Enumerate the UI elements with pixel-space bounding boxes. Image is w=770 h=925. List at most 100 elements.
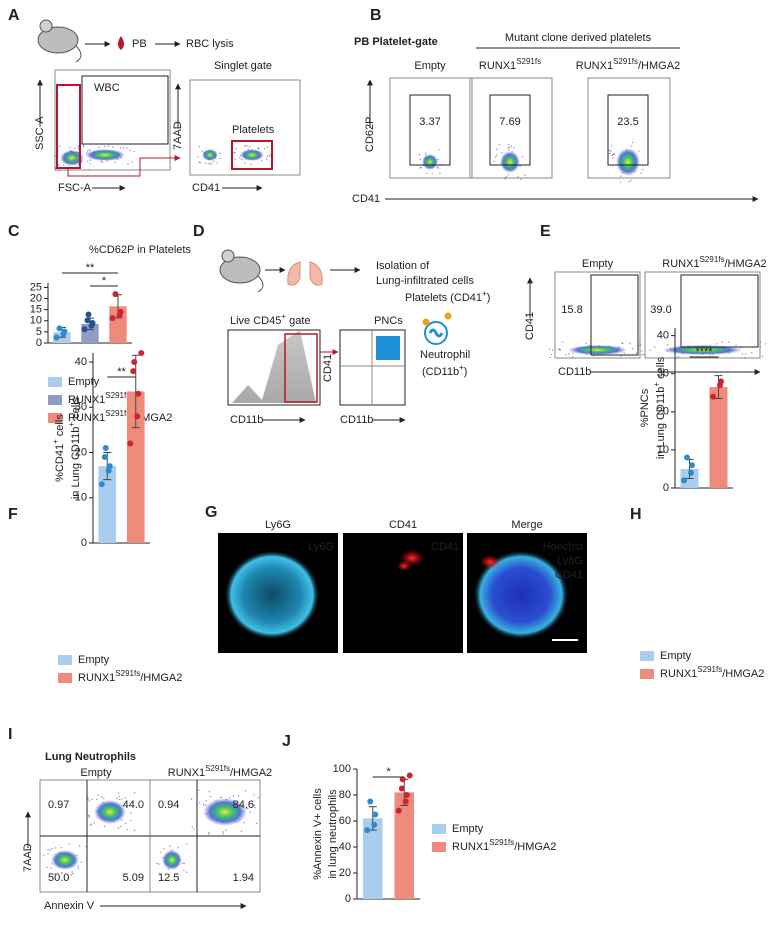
- text-segment: /HMGA2: [140, 672, 182, 684]
- isolation-text: Isolation of: [376, 260, 430, 272]
- y-tick-label: 20: [30, 292, 42, 304]
- event-dot: [72, 159, 75, 161]
- event-dot: [47, 849, 49, 851]
- density-blob: [240, 149, 264, 161]
- event-dot: [623, 352, 625, 354]
- event-dot: [51, 847, 54, 850]
- significance-label: **: [86, 262, 95, 274]
- event-dot: [103, 145, 106, 148]
- data-point: [135, 390, 142, 397]
- mouse-ear: [39, 19, 53, 33]
- event-dot: [642, 353, 645, 356]
- gate-label: Platelets: [232, 124, 275, 136]
- y-tick-label: 0: [663, 482, 669, 494]
- event-dot: [263, 148, 266, 150]
- event-dot: [133, 829, 136, 832]
- event-dot: [47, 853, 49, 855]
- data-point: [372, 811, 379, 818]
- event-dot: [260, 159, 263, 162]
- legend-swatch: [58, 655, 72, 665]
- y-tick-label: 25: [30, 281, 42, 293]
- flow-step: PB: [132, 38, 147, 50]
- event-dot: [58, 169, 61, 172]
- text-segment: RUNX1: [452, 841, 489, 853]
- event-dot: [106, 160, 109, 163]
- text-segment: /HMGA2: [514, 841, 556, 853]
- legend-label: RUNX1S291fs: [68, 391, 130, 406]
- event-dot: [239, 157, 241, 159]
- event-dot: [654, 346, 656, 348]
- panel-letter: H: [630, 506, 642, 523]
- axis-label: CD11b: [230, 414, 263, 426]
- event-dot: [565, 354, 567, 356]
- y-tick-label: 40: [657, 330, 669, 342]
- text-segment: /HMGA2: [725, 258, 767, 270]
- event-dot: [73, 147, 76, 150]
- event-dot: [549, 356, 551, 359]
- legend-swatch: [640, 669, 654, 679]
- data-point: [689, 462, 695, 469]
- data-point: [364, 827, 371, 834]
- gate-value: 15.8: [561, 304, 582, 316]
- event-dot: [112, 146, 114, 148]
- event-dot: [509, 146, 511, 149]
- event-dot: [87, 150, 89, 152]
- event-dot: [243, 162, 246, 164]
- event-dot: [505, 176, 507, 178]
- event-dot: [572, 352, 574, 355]
- event-dot: [53, 155, 56, 157]
- neutrophil-label: (CD11b+): [422, 363, 467, 378]
- flow-plot-frame: [54, 69, 171, 171]
- event-dot: [159, 851, 162, 853]
- panel-letter: G: [205, 504, 217, 521]
- channel-label: Ly6G: [308, 541, 334, 553]
- event-dot: [436, 166, 439, 169]
- event-dot: [498, 143, 501, 146]
- density-blob: [202, 149, 218, 161]
- legend-label: RUNX1S291fs/HMGA2: [78, 669, 182, 684]
- event-dot: [557, 348, 560, 350]
- event-dot: [122, 147, 125, 149]
- data-point: [85, 311, 92, 318]
- axis-label: 7AAD: [172, 121, 184, 150]
- panel-letter: B: [370, 7, 382, 24]
- event-dot: [240, 830, 243, 833]
- text-segment: ): [487, 292, 491, 304]
- axis-label: CD41: [524, 312, 536, 340]
- axis-label: CD62P: [364, 117, 376, 152]
- event-dot: [163, 848, 165, 850]
- density-blob: [51, 850, 79, 870]
- chart-title: %CD62P in Platelets: [89, 244, 191, 256]
- event-dot: [181, 862, 184, 864]
- platelet-icon: [422, 318, 430, 326]
- panel-letter: A: [8, 7, 20, 24]
- text-segment: Platelets (CD41: [405, 292, 482, 304]
- event-dot: [97, 794, 99, 796]
- axis-label: CD41: [192, 182, 220, 194]
- event-dot: [80, 861, 82, 863]
- event-dot: [216, 162, 219, 164]
- event-dot: [198, 146, 201, 148]
- y-tick-label: 10: [30, 315, 42, 327]
- y-tick-label: 20: [657, 406, 669, 418]
- gate-label: Live CD45+ gate: [230, 312, 311, 327]
- event-dot: [759, 341, 762, 343]
- flow-plot-frame: [587, 77, 671, 179]
- event-dot: [119, 147, 122, 149]
- event-dot: [639, 341, 641, 344]
- event-dot: [521, 155, 524, 158]
- data-point: [84, 317, 91, 324]
- event-dot: [58, 145, 61, 148]
- event-dot: [198, 161, 200, 164]
- axis-label: CD41: [322, 354, 334, 382]
- event-dot: [610, 150, 612, 152]
- event-dot: [61, 872, 63, 875]
- data-point: [402, 798, 409, 805]
- event-dot: [744, 353, 747, 355]
- plot-label: RUNX1S291fs: [479, 57, 541, 72]
- text-segment: RUNX1: [78, 672, 115, 684]
- event-dot: [69, 146, 71, 149]
- event-dot: [649, 349, 651, 351]
- event-dot: [88, 169, 90, 171]
- flow-step: RBC lysis: [186, 38, 234, 50]
